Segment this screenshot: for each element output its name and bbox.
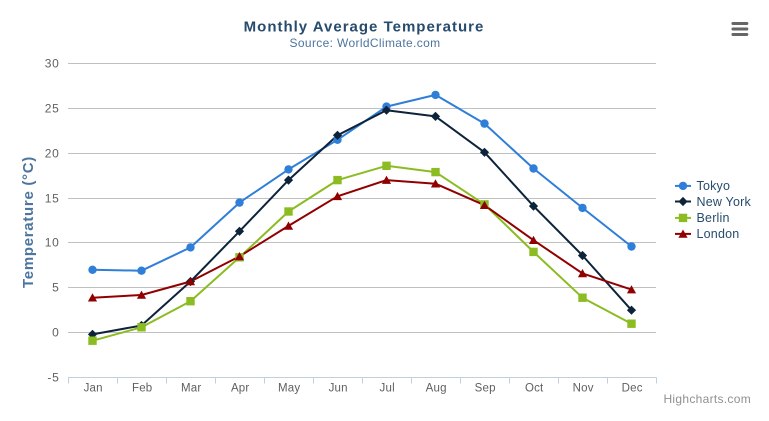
svg-text:Aug: Aug [426, 383, 447, 395]
svg-text:Berlin: Berlin [697, 211, 730, 225]
svg-text:Mar: Mar [181, 383, 201, 395]
svg-text:Sep: Sep [475, 383, 496, 395]
svg-text:London: London [697, 227, 740, 241]
svg-text:Tokyo: Tokyo [697, 179, 731, 193]
svg-text:0: 0 [52, 326, 59, 340]
svg-text:5: 5 [52, 281, 59, 295]
svg-text:Source: WorldClimate.com: Source: WorldClimate.com [290, 36, 441, 50]
svg-text:Temperature (°C): Temperature (°C) [20, 156, 37, 288]
svg-text:15: 15 [45, 192, 60, 206]
svg-text:New York: New York [697, 195, 752, 209]
svg-text:Highcharts.com: Highcharts.com [663, 392, 751, 406]
svg-text:May: May [278, 383, 300, 395]
svg-text:Jul: Jul [380, 383, 395, 395]
svg-text:20: 20 [45, 147, 60, 161]
svg-text:10: 10 [45, 236, 60, 250]
svg-text:30: 30 [45, 57, 60, 71]
svg-text:Feb: Feb [132, 383, 152, 395]
svg-text:Oct: Oct [525, 383, 544, 395]
svg-text:Nov: Nov [573, 383, 594, 395]
svg-text:25: 25 [45, 102, 60, 116]
svg-text:Jan: Jan [84, 383, 103, 395]
svg-text:Jun: Jun [329, 383, 348, 395]
svg-text:Monthly Average Temperature: Monthly Average Temperature [244, 19, 485, 36]
svg-text:Dec: Dec [622, 383, 643, 395]
svg-text:-5: -5 [47, 371, 59, 385]
svg-text:Apr: Apr [231, 383, 250, 395]
